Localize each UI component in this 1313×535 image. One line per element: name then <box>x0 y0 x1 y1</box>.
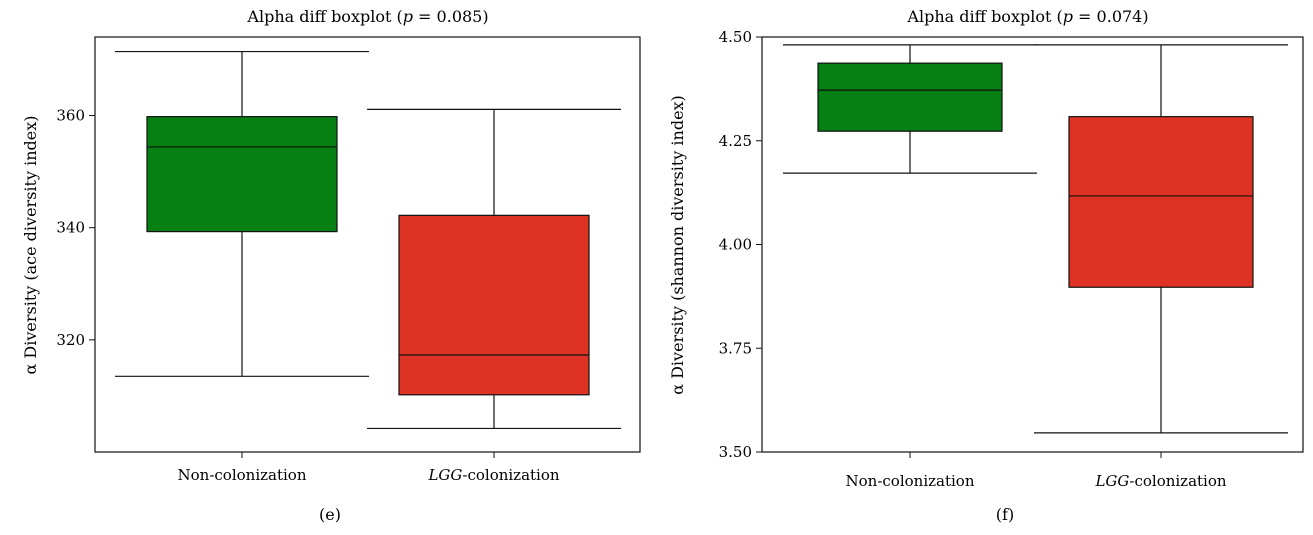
plot-frame <box>761 36 1304 453</box>
box-non-colonization <box>115 50 369 377</box>
boxplot-e-svg: Alpha diff boxplot (p = 0.085) 320 340 360 α… <box>21 7 641 524</box>
iqr-box <box>817 62 1003 132</box>
y-axis-label: α Diversity (ace diversity index) <box>21 116 40 375</box>
panel-label: (f) <box>996 505 1014 524</box>
x-tick-label: LGG-colonization <box>1094 472 1226 490</box>
y-axis-label: α Diversity (shannon diversity index) <box>668 95 687 395</box>
x-tick-label: Non-colonization <box>178 466 307 484</box>
x-tick-label: Non-colonization <box>846 472 975 490</box>
box-lgg-colonization <box>367 108 621 430</box>
panel-label: (e) <box>319 505 341 524</box>
boxplot-panel-f: Alpha diff boxplot (p = 0.074) 3.50 3.75 4.… <box>656 0 1313 535</box>
box-non-colonization <box>783 44 1037 174</box>
y-tick-label: 3.50 <box>719 443 752 461</box>
y-tick-label: 320 <box>56 331 85 349</box>
y-tick-label: 4.25 <box>719 132 752 150</box>
iqr-box <box>146 116 338 233</box>
boxplot-panel-e: Alpha diff boxplot (p = 0.085) 320 340 360 α… <box>0 0 656 535</box>
chart-title: Alpha diff boxplot (p = 0.074) <box>906 7 1148 26</box>
chart-title: Alpha diff boxplot (p = 0.085) <box>246 7 488 26</box>
plot-frame <box>94 36 641 453</box>
y-tick-label: 3.75 <box>719 339 752 357</box>
y-tick-label: 340 <box>56 219 85 237</box>
box-lgg-colonization <box>1034 44 1288 434</box>
y-tick-label: 360 <box>56 107 85 125</box>
iqr-box <box>1068 116 1254 288</box>
y-tick-label: 4.00 <box>719 236 752 254</box>
y-tick-label: 4.50 <box>719 28 752 46</box>
boxplot-f-svg: Alpha diff boxplot (p = 0.074) 3.50 3.75 4.… <box>668 7 1304 524</box>
iqr-box <box>398 214 590 396</box>
x-tick-label: LGG-colonization <box>427 466 559 484</box>
